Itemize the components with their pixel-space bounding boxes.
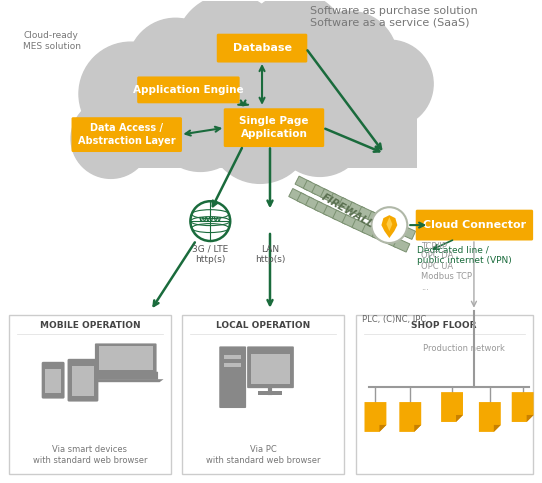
Polygon shape [386,217,392,231]
Polygon shape [88,379,164,382]
Text: Cloud-ready
MES solution: Cloud-ready MES solution [23,31,81,51]
Bar [352,219,369,233]
Polygon shape [379,425,386,432]
Circle shape [371,207,407,243]
Bar [224,363,241,367]
Bar [306,197,322,211]
Text: LOCAL OPERATION: LOCAL OPERATION [216,321,310,330]
Bar [258,391,282,395]
Bar [289,188,305,203]
Circle shape [328,72,411,156]
Bar [320,189,337,203]
Text: Data Access /
Abstraction Layer: Data Access / Abstraction Layer [78,124,176,146]
FancyBboxPatch shape [183,314,344,474]
FancyBboxPatch shape [224,108,324,147]
Polygon shape [527,415,534,422]
Circle shape [71,99,151,178]
Text: Database: Database [233,43,292,53]
Bar [109,64,417,169]
Bar [297,193,313,207]
FancyBboxPatch shape [93,372,158,380]
Polygon shape [456,415,463,422]
Polygon shape [365,402,386,432]
Bar [314,201,331,215]
Bar [389,221,405,235]
Polygon shape [399,402,421,432]
Text: FIREWALL: FIREWALL [320,192,376,230]
Bar [324,206,340,220]
Circle shape [176,0,285,104]
Bar [304,180,320,195]
FancyBboxPatch shape [9,314,171,474]
FancyBboxPatch shape [217,34,307,62]
Text: PLC, (C)NC, IPC: PLC, (C)NC, IPC [362,314,426,324]
Circle shape [272,81,367,176]
Circle shape [208,80,312,184]
Bar [312,185,328,199]
Polygon shape [414,425,421,432]
Text: WWW: WWW [199,217,222,223]
Text: Single Page
Application: Single Page Application [239,116,309,139]
FancyBboxPatch shape [68,359,99,401]
Text: Application Engine: Application Engine [133,85,244,95]
FancyBboxPatch shape [42,362,64,398]
Text: Dedicated line /
public internet (VPN): Dedicated line / public internet (VPN) [417,246,512,265]
Text: MOBILE OPERATION: MOBILE OPERATION [40,321,140,330]
Text: Production network: Production network [423,344,505,354]
Text: Via PC
with standard web browser: Via PC with standard web browser [206,445,320,465]
FancyBboxPatch shape [416,210,533,241]
Bar [393,238,410,252]
Circle shape [243,0,346,96]
Text: Software as purchase solution
Software as a service (SaaS): Software as purchase solution Software a… [310,6,478,28]
Bar [224,355,241,359]
Circle shape [128,18,223,114]
FancyBboxPatch shape [356,314,533,474]
Polygon shape [512,392,534,422]
Bar [362,224,378,238]
Bar [358,207,374,221]
Bar [333,210,349,224]
Bar [339,198,355,212]
FancyBboxPatch shape [220,346,246,408]
Bar [378,216,395,230]
Bar [342,214,359,228]
FancyBboxPatch shape [72,117,182,152]
Polygon shape [441,392,463,422]
Circle shape [153,76,248,171]
Circle shape [101,69,190,158]
Text: TCP/IP
OPC DA
OPC UA
Modbus TCP
...: TCP/IP OPC DA OPC UA Modbus TCP ... [421,241,472,292]
FancyBboxPatch shape [95,343,157,375]
Bar [45,369,61,393]
Bar [251,355,290,384]
Bar [295,176,312,190]
Polygon shape [479,402,501,432]
FancyBboxPatch shape [137,76,240,103]
Bar [372,228,389,242]
Bar [99,346,153,370]
Bar [72,366,94,396]
Text: Via smart devices
with standard web browser: Via smart devices with standard web brow… [33,445,147,465]
Circle shape [346,40,433,128]
Circle shape [79,42,183,145]
Bar [330,193,346,207]
Text: Cloud Connector: Cloud Connector [423,220,526,230]
Polygon shape [382,215,397,238]
Text: LAN
http(s): LAN http(s) [255,245,285,264]
Text: SHOP FLOOR: SHOP FLOOR [411,321,477,330]
Bar [399,226,416,240]
FancyBboxPatch shape [247,346,294,388]
Polygon shape [494,425,501,432]
Circle shape [302,11,397,107]
Bar [383,233,399,247]
Bar [348,202,365,216]
Text: 3G / LTE
http(s): 3G / LTE http(s) [192,245,228,264]
Bar [368,211,384,225]
